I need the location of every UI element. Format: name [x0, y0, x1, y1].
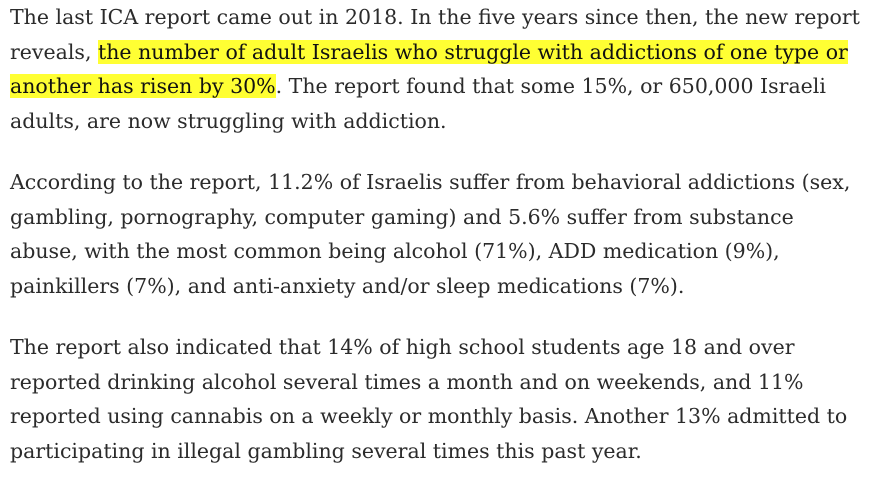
paragraph-1-outro: . The report found that some 15%, or 650…	[10, 74, 826, 133]
article-body: The last ICA report came out in 2018. In…	[10, 0, 862, 463]
paragraph-1-intro: The last ICA report came out in 2018. In…	[10, 5, 860, 64]
paragraph-2: According to the report, 11.2% of Israel…	[10, 170, 851, 298]
paragraph-1: The last ICA report came out in 2018. In…	[10, 0, 862, 138]
paragraph-3: The report also indicated that 14% of hi…	[10, 335, 848, 463]
